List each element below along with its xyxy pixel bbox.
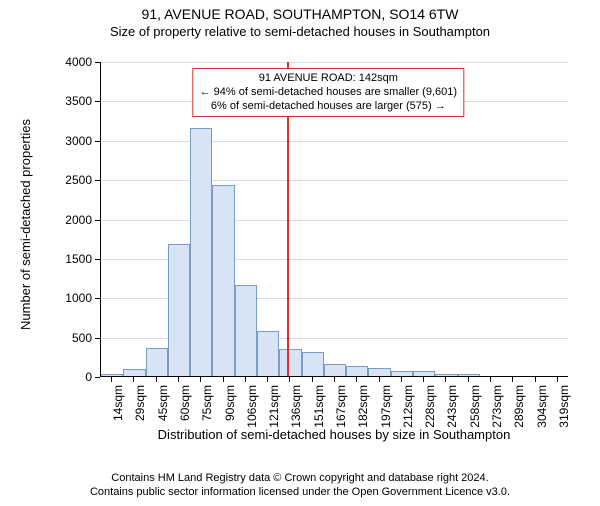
histogram-bar (190, 128, 212, 376)
y-tick-mark (95, 377, 100, 378)
x-tick-mark (468, 377, 469, 382)
histogram-bar (391, 371, 413, 376)
histogram-bar (346, 366, 368, 376)
x-tick-label: 106sqm (245, 385, 259, 435)
x-tick-mark (379, 377, 380, 382)
y-tick-label: 3000 (65, 134, 92, 148)
x-tick-mark (445, 377, 446, 382)
y-tick-mark (95, 298, 100, 299)
histogram-bar (458, 374, 480, 376)
x-tick-label: 45sqm (156, 385, 170, 435)
y-axis-label: Number of semi-detached properties (18, 119, 33, 330)
y-tick-label: 1500 (65, 252, 92, 266)
y-tick-label: 2500 (65, 173, 92, 187)
y-tick-label: 2000 (65, 213, 92, 227)
y-tick-mark (95, 101, 100, 102)
annotation-line: 6% of semi-detached houses are larger (5… (200, 100, 457, 114)
x-tick-label: 151sqm (312, 385, 326, 435)
histogram-bar (168, 244, 190, 376)
histogram-bar (368, 368, 390, 376)
annotation-line: 91 AVENUE ROAD: 142sqm (200, 72, 457, 86)
x-tick-mark (535, 377, 536, 382)
y-tick-label: 0 (85, 370, 92, 384)
histogram-bar (413, 371, 435, 376)
x-tick-label: 289sqm (512, 385, 526, 435)
y-tick-mark (95, 141, 100, 142)
x-tick-label: 121sqm (267, 385, 281, 435)
x-tick-label: 212sqm (401, 385, 415, 435)
x-tick-label: 167sqm (334, 385, 348, 435)
x-tick-mark (512, 377, 513, 382)
x-tick-label: 258sqm (468, 385, 482, 435)
x-tick-label: 136sqm (289, 385, 303, 435)
histogram-bar (435, 374, 457, 376)
x-tick-mark (200, 377, 201, 382)
x-tick-mark (289, 377, 290, 382)
x-tick-label: 29sqm (133, 385, 147, 435)
y-tick-mark (95, 220, 100, 221)
plot-area: 91 AVENUE ROAD: 142sqm← 94% of semi-deta… (100, 62, 568, 377)
x-tick-label: 197sqm (379, 385, 393, 435)
x-tick-label: 75sqm (200, 385, 214, 435)
histogram-bar (123, 369, 145, 376)
annotation-line: ← 94% of semi-detached houses are smalle… (200, 86, 457, 100)
y-tick-mark (95, 62, 100, 63)
x-tick-mark (245, 377, 246, 382)
x-tick-mark (156, 377, 157, 382)
x-tick-mark (401, 377, 402, 382)
page-title: 91, AVENUE ROAD, SOUTHAMPTON, SO14 6TW (0, 6, 600, 22)
x-tick-mark (133, 377, 134, 382)
x-tick-label: 304sqm (535, 385, 549, 435)
x-tick-mark (223, 377, 224, 382)
y-tick-label: 3500 (65, 94, 92, 108)
x-tick-mark (356, 377, 357, 382)
histogram-bar (212, 185, 234, 376)
annotation-box: 91 AVENUE ROAD: 142sqm← 94% of semi-deta… (193, 68, 464, 117)
x-tick-label: 319sqm (557, 385, 571, 435)
x-tick-label: 60sqm (178, 385, 192, 435)
x-tick-label: 182sqm (356, 385, 370, 435)
y-tick-mark (95, 338, 100, 339)
page-subtitle: Size of property relative to semi-detach… (0, 24, 600, 39)
x-tick-label: 14sqm (111, 385, 125, 435)
chart-container: 91 AVENUE ROAD: 142sqm← 94% of semi-deta… (62, 62, 572, 427)
y-tick-mark (95, 180, 100, 181)
gridline-h (101, 220, 568, 221)
histogram-bar (279, 349, 301, 376)
histogram-bar (302, 352, 324, 376)
gridline-h (101, 62, 568, 63)
y-tick-label: 4000 (65, 55, 92, 69)
histogram-bar (257, 331, 279, 376)
gridline-h (101, 180, 568, 181)
x-tick-mark (178, 377, 179, 382)
histogram-bar (146, 348, 168, 376)
histogram-bar (101, 374, 123, 376)
x-tick-label: 243sqm (445, 385, 459, 435)
footer-copyright-2: Contains public sector information licen… (0, 486, 600, 498)
y-tick-label: 1000 (65, 291, 92, 305)
y-tick-mark (95, 259, 100, 260)
x-tick-label: 90sqm (223, 385, 237, 435)
y-tick-label: 500 (72, 331, 92, 345)
x-tick-mark (423, 377, 424, 382)
x-tick-mark (557, 377, 558, 382)
x-tick-mark (312, 377, 313, 382)
x-tick-mark (334, 377, 335, 382)
footer-copyright-1: Contains HM Land Registry data © Crown c… (0, 472, 600, 484)
x-tick-label: 228sqm (423, 385, 437, 435)
x-tick-mark (490, 377, 491, 382)
x-tick-mark (111, 377, 112, 382)
histogram-bar (235, 285, 257, 376)
x-tick-mark (267, 377, 268, 382)
gridline-h (101, 141, 568, 142)
x-tick-label: 273sqm (490, 385, 504, 435)
histogram-bar (324, 364, 346, 376)
